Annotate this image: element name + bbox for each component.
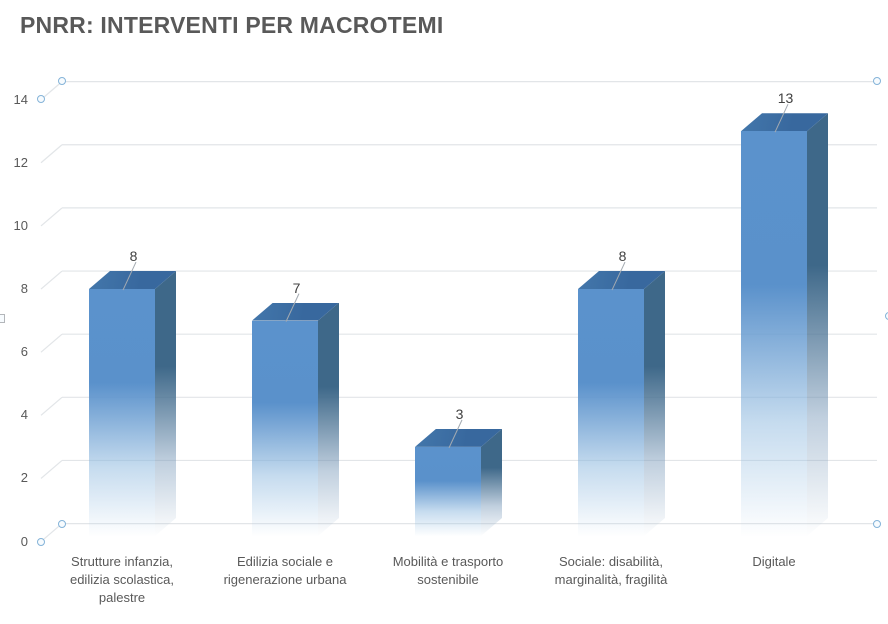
round-selection-handle[interactable] [58, 519, 66, 528]
bar-front-face [741, 131, 807, 536]
gridline-depth-foot [40, 270, 63, 290]
bar-top-face [415, 428, 502, 447]
chart-title: PNRR: INTERVENTI PER MACROTEMI [20, 12, 444, 38]
round-selection-handle[interactable] [37, 95, 45, 104]
category-label-line: sostenibile [417, 572, 479, 587]
y-tick-label: 0 [20, 533, 28, 549]
gridline-depth-foot [40, 207, 63, 227]
category-label-line: rigenerazione urbana [223, 572, 347, 587]
bar-front-face [89, 289, 155, 536]
category-label: Edilizia sociale e rigenerazione urbana [200, 553, 370, 589]
bar-front-face [578, 289, 644, 536]
gridline-depth-foot [40, 144, 63, 164]
gridline-depth-foot [40, 333, 63, 353]
bar-top-face [741, 113, 828, 132]
category-label-line: marginalità, fragilità [554, 572, 668, 587]
y-tick-label: 6 [20, 344, 28, 360]
round-selection-handle[interactable] [873, 519, 881, 528]
bar-side-face [807, 113, 828, 536]
category-label: Digitale [689, 553, 859, 571]
category-label-line: Digitale [752, 554, 796, 569]
data-label[interactable]: 8 [129, 248, 138, 265]
data-label-leader-line [122, 261, 137, 291]
bar-side-face [644, 271, 665, 536]
y-tick-label: 10 [13, 217, 28, 233]
category-label: Sociale: disabilità, marginalità, fragili… [526, 553, 696, 589]
data-label-leader-line [448, 419, 463, 449]
bar-top-face [89, 271, 176, 290]
y-tick-label: 14 [13, 91, 28, 107]
data-label[interactable]: 3 [455, 405, 464, 422]
bar-front-face [415, 446, 481, 536]
data-label[interactable]: 7 [292, 279, 301, 296]
category-label: Strutture infanzia, edilizia scolastica, p… [37, 553, 207, 607]
category-label-line: palestre [98, 590, 146, 605]
round-selection-handle[interactable] [885, 312, 888, 320]
bar-top-face [252, 302, 339, 321]
y-tick-label: 2 [20, 470, 28, 486]
category-label-line: edilizia scolastica, [69, 572, 175, 587]
gridline-depth-foot [40, 460, 63, 479]
y-tick-label: 8 [20, 281, 28, 297]
y-tick-label: 12 [13, 154, 28, 170]
category-label-line: Edilizia sociale e [236, 554, 334, 569]
data-label-leader-line [285, 293, 300, 322]
category-label-line: Strutture infanzia, [71, 554, 173, 569]
bar-top-face [578, 271, 665, 290]
data-label-leader-line [774, 103, 789, 133]
category-label: Mobilità e trasporto sostenibile [363, 553, 533, 589]
round-selection-handle[interactable] [37, 537, 45, 546]
square-selection-handle[interactable] [0, 314, 5, 323]
bar-side-face [481, 429, 502, 536]
category-label-line: Mobilità e trasporto [392, 554, 504, 569]
data-label-leader-line [611, 261, 626, 291]
data-label[interactable]: 8 [618, 248, 627, 265]
bar-front-face [252, 320, 318, 536]
bar-side-face [155, 271, 176, 536]
category-label-line: Sociale: disabilità, [558, 554, 664, 569]
data-label[interactable]: 13 [777, 90, 794, 107]
gridline-depth-foot [40, 396, 63, 416]
y-tick-label: 4 [20, 407, 28, 423]
round-selection-handle[interactable] [873, 77, 881, 86]
round-selection-handle[interactable] [58, 77, 66, 86]
bar-side-face [318, 303, 339, 536]
